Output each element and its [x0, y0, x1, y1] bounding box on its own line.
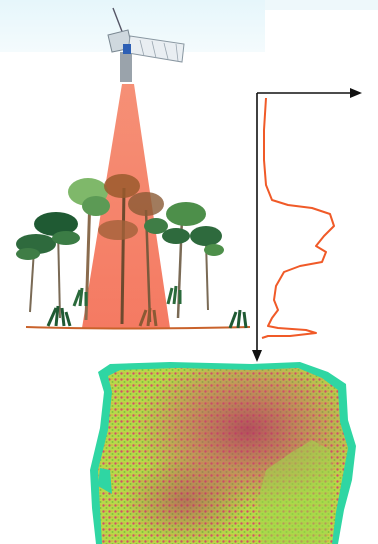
tree-icon: [162, 202, 206, 319]
fern-icon: [138, 307, 158, 327]
time-axis-arrowhead: [350, 88, 362, 98]
canopy-height-map: [90, 362, 356, 544]
fern-icon: [72, 287, 88, 307]
fern-icon: [228, 309, 248, 329]
waveform-axes: [252, 88, 362, 362]
tree-icon: [128, 192, 168, 323]
tree-icon: [190, 226, 224, 311]
ground-line: [25, 326, 251, 330]
fern-icon: [166, 285, 182, 305]
height-axis-arrowhead: [252, 350, 262, 362]
tree-icon: [34, 212, 80, 319]
satellite-icon: [107, 7, 185, 82]
tree-icon: [16, 234, 56, 313]
header-band-right: [265, 0, 378, 10]
tree-icon: [98, 174, 140, 325]
lidar-waveform: [261, 97, 335, 339]
fern-icon: [46, 305, 72, 327]
forest: [16, 174, 224, 325]
